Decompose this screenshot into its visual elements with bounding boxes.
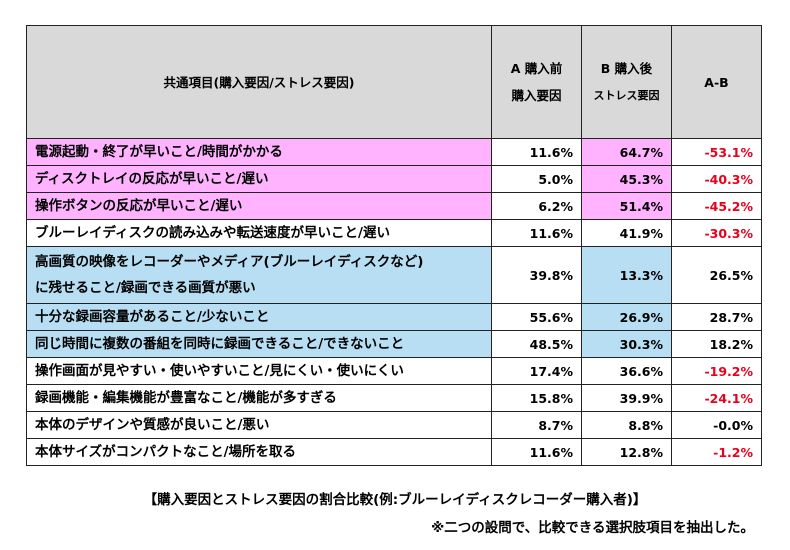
row-item-label: 録画機能・編集機能が豊富なこと/機能が多すぎる <box>26 384 492 412</box>
row-item-text: 本体サイズがコンパクトなこと/場所を取る <box>35 444 297 460</box>
row-value-diff: -0.0% <box>671 411 762 439</box>
row-item-label: 本体サイズがコンパクトなこと/場所を取る <box>26 438 492 466</box>
row-value-diff: 28.7% <box>671 303 762 331</box>
row-value-a: 39.8% <box>491 246 582 304</box>
header-diff: A-B <box>671 25 762 139</box>
header-row: 共通項目(購入要因/ストレス要因) A 購入前 購入要因 B 購入後 ストレス要… <box>26 25 762 139</box>
row-value-diff: -24.1% <box>671 384 762 412</box>
header-a-line1: A 購入前 <box>510 61 563 76</box>
table-row: ディスクトレイの反応が早いこと/遅い 5.0% 45.3% -40.3% <box>26 165 762 193</box>
row-value-a: 55.6% <box>491 303 582 331</box>
row-item-label: 操作ボタンの反応が早いこと/遅い <box>26 192 492 220</box>
row-value-a: 15.8% <box>491 384 582 412</box>
row-value-a: 11.6% <box>491 438 582 466</box>
row-value-diff: -1.2% <box>671 438 762 466</box>
table-row: 高画質の映像をレコーダーやメディア(ブルーレイディスクなど) に残せること/録画で… <box>26 246 762 304</box>
row-item-label: ディスクトレイの反応が早いこと/遅い <box>26 165 492 193</box>
row-value-b: 13.3% <box>581 246 672 304</box>
row-item-text: 操作画面が見やすい・使いやすいこと/見にくい・使いにくい <box>35 363 404 379</box>
row-item-label: 同じ時間に複数の番組を同時に録画できること/できないこと <box>26 330 492 358</box>
table-row: 本体サイズがコンパクトなこと/場所を取る 11.6% 12.8% -1.2% <box>26 438 762 466</box>
row-value-diff: -30.3% <box>671 219 762 247</box>
row-value-b: 30.3% <box>581 330 672 358</box>
header-b-after-purchase: B 購入後 ストレス要因 <box>581 25 672 139</box>
row-value-diff: -53.1% <box>671 138 762 166</box>
row-value-b: 12.8% <box>581 438 672 466</box>
row-value-b: 45.3% <box>581 165 672 193</box>
row-item-text: 電源起動・終了が早いこと/時間がかかる <box>35 144 283 160</box>
row-value-diff: 18.2% <box>671 330 762 358</box>
row-item-text: 操作ボタンの反応が早いこと/遅い <box>35 198 243 214</box>
row-value-b: 36.6% <box>581 357 672 385</box>
header-a-before-purchase: A 購入前 購入要因 <box>491 25 582 139</box>
table-caption: 【購入要因とストレス要因の割合比較(例:ブルーレイディスクレコーダー購入者)】 <box>143 492 647 508</box>
row-value-a: 48.5% <box>491 330 582 358</box>
table-row: 操作画面が見やすい・使いやすいこと/見にくい・使いにくい 17.4% 36.6% -1… <box>26 357 762 385</box>
row-value-b: 8.8% <box>581 411 672 439</box>
row-item-label: 電源起動・終了が早いこと/時間がかかる <box>26 138 492 166</box>
header-common-item: 共通項目(購入要因/ストレス要因) <box>26 25 492 139</box>
row-value-diff: -40.3% <box>671 165 762 193</box>
row-value-a: 5.0% <box>491 165 582 193</box>
header-b-line2: ストレス要因 <box>593 89 660 102</box>
row-item-label: 十分な録画容量があること/少ないこと <box>26 303 492 331</box>
row-item-label: 本体のデザインや質感が良いこと/悪い <box>26 411 492 439</box>
row-item-text: 高画質の映像をレコーダーやメディア(ブルーレイディスクなど) <box>35 254 424 270</box>
row-value-b: 41.9% <box>581 219 672 247</box>
header-a-line2: 購入要因 <box>511 88 562 103</box>
table-row: 操作ボタンの反応が早いこと/遅い 6.2% 51.4% -45.2% <box>26 192 762 220</box>
footnote: ※二つの設問で、比較できる選択肢項目を抽出した。 <box>431 520 754 536</box>
row-item-text: ブルーレイディスクの読み込みや転送速度が早いこと/遅い <box>35 225 390 241</box>
table-row: 本体のデザインや質感が良いこと/悪い 8.7% 8.8% -0.0% <box>26 411 762 439</box>
row-value-diff: -19.2% <box>671 357 762 385</box>
row-value-b: 26.9% <box>581 303 672 331</box>
row-value-a: 6.2% <box>491 192 582 220</box>
row-item-text: 同じ時間に複数の番組を同時に録画できること/できないこと <box>35 336 405 352</box>
row-value-a: 17.4% <box>491 357 582 385</box>
table-row: 十分な録画容量があること/少ないこと 55.6% 26.9% 28.7% <box>26 303 762 331</box>
table-row: 電源起動・終了が早いこと/時間がかかる 11.6% 64.7% -53.1% <box>26 138 762 166</box>
row-item-text-line2: に残せること/録画できる画質が悪い <box>35 280 256 296</box>
row-item-text: 十分な録画容量があること/少ないこと <box>35 309 270 325</box>
row-value-b: 51.4% <box>581 192 672 220</box>
row-item-label: ブルーレイディスクの読み込みや転送速度が早いこと/遅い <box>26 219 492 247</box>
header-b-line1: B 購入後 <box>600 61 653 76</box>
row-item-text: 本体のデザインや質感が良いこと/悪い <box>35 417 270 433</box>
row-value-a: 8.7% <box>491 411 582 439</box>
row-value-b: 64.7% <box>581 138 672 166</box>
table-row: ブルーレイディスクの読み込みや転送速度が早いこと/遅い 11.6% 41.9% -30… <box>26 219 762 247</box>
row-value-diff: -45.2% <box>671 192 762 220</box>
row-item-text: 録画機能・編集機能が豊富なこと/機能が多すぎる <box>35 390 337 406</box>
row-item-label: 高画質の映像をレコーダーやメディア(ブルーレイディスクなど) に残せること/録画で… <box>26 246 492 304</box>
comparison-table: 共通項目(購入要因/ストレス要因) A 購入前 購入要因 B 購入後 ストレス要… <box>26 25 762 466</box>
row-item-text: ディスクトレイの反応が早いこと/遅い <box>35 171 269 187</box>
row-item-label: 操作画面が見やすい・使いやすいこと/見にくい・使いにくい <box>26 357 492 385</box>
row-value-a: 11.6% <box>491 219 582 247</box>
row-value-b: 39.9% <box>581 384 672 412</box>
row-value-diff: 26.5% <box>671 246 762 304</box>
table-row: 同じ時間に複数の番組を同時に録画できること/できないこと 48.5% 30.3% 18… <box>26 330 762 358</box>
row-value-a: 11.6% <box>491 138 582 166</box>
table-row: 録画機能・編集機能が豊富なこと/機能が多すぎる 15.8% 39.9% -24.1% <box>26 384 762 412</box>
